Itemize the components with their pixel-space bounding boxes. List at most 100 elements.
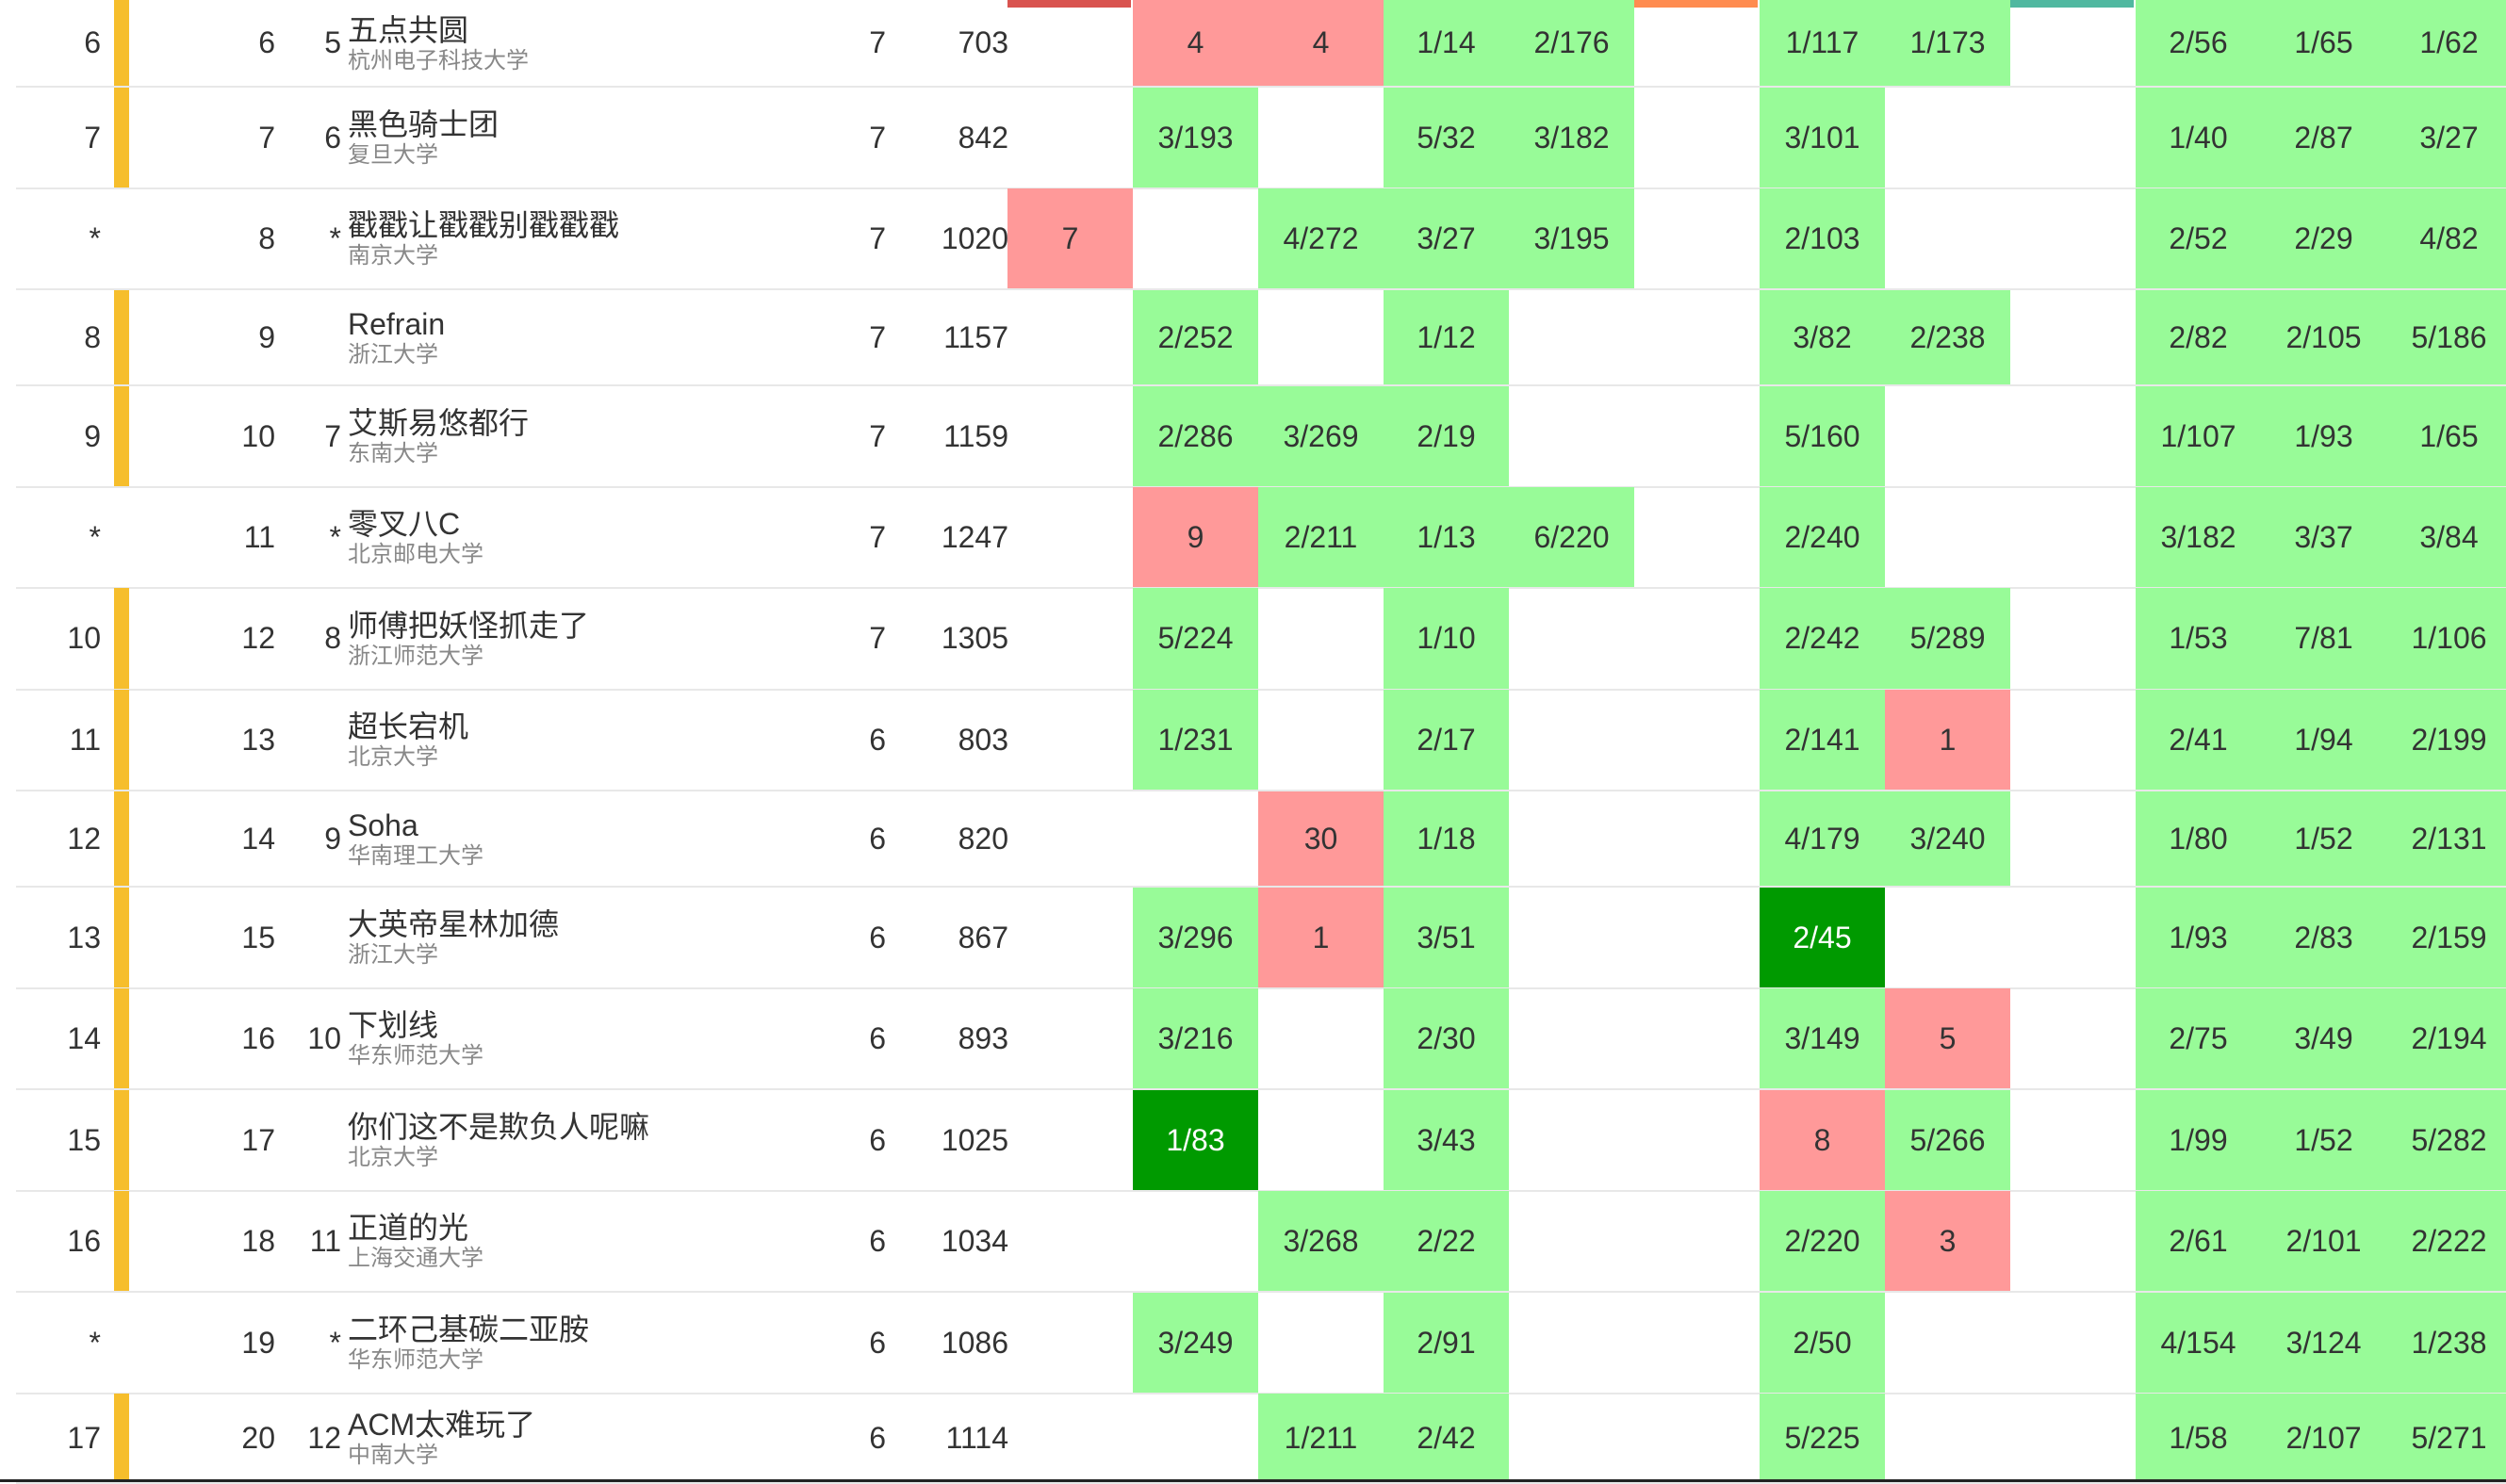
team-name[interactable]: 五点共圆 — [348, 12, 469, 47]
problem-cell[interactable]: 2/252 — [1133, 290, 1258, 384]
problem-cell[interactable] — [1634, 690, 1760, 790]
problem-cell[interactable]: 2/75 — [2136, 988, 2261, 1088]
problem-cell[interactable]: 2/103 — [1760, 188, 1885, 288]
problem-cell[interactable] — [1885, 386, 2010, 486]
problem-cell[interactable]: 2/199 — [2386, 690, 2506, 790]
problem-cell[interactable]: 3/296 — [1133, 888, 1258, 987]
problem-cell[interactable] — [1509, 1293, 1634, 1393]
problem-cell[interactable]: 1/52 — [2261, 1090, 2386, 1190]
problem-cell[interactable]: 2/56 — [2136, 0, 2261, 86]
problem-cell[interactable]: 2/194 — [2386, 988, 2506, 1088]
problem-cell[interactable]: 7/81 — [2261, 588, 2386, 689]
problem-cell[interactable] — [1258, 690, 1384, 790]
team-row[interactable]: * 8 * 戳戳让戳戳别戳戳戳 南京大学 7 1020 7 4/272 3/27 3/195 2/10… — [16, 188, 2506, 290]
problem-cell[interactable]: 2/52 — [2136, 188, 2261, 288]
problem-cell[interactable]: 2/211 — [1258, 487, 1384, 587]
problem-cell[interactable]: 1 — [1258, 888, 1384, 987]
problem-cell[interactable]: 2/242 — [1760, 588, 1885, 689]
problem-cell[interactable]: 1/238 — [2386, 1293, 2506, 1393]
team-name[interactable]: 下划线 — [348, 1008, 439, 1042]
problem-cell[interactable] — [2010, 1394, 2136, 1482]
problem-cell[interactable]: 3 — [1885, 1191, 2010, 1291]
team-row[interactable]: 13 15 大英帝星林加德 浙江大学 6 867 3/296 1 3/51 2/45 1/93 2/8… — [16, 888, 2506, 989]
problem-cell[interactable] — [1133, 1191, 1258, 1291]
problem-cell[interactable]: 2/22 — [1384, 1191, 1509, 1291]
problem-cell[interactable]: 1/80 — [2136, 791, 2261, 886]
problem-cell[interactable] — [2010, 290, 2136, 384]
problem-cell[interactable] — [1634, 1090, 1760, 1190]
problem-cell[interactable]: 3/51 — [1384, 888, 1509, 987]
problem-cell[interactable] — [2010, 487, 2136, 587]
problem-cell[interactable]: 7 — [1007, 188, 1133, 288]
problem-cell[interactable]: 5/160 — [1760, 386, 1885, 486]
problem-cell[interactable]: 1/12 — [1384, 290, 1509, 384]
problem-cell[interactable]: 2/238 — [1885, 290, 2010, 384]
problem-cell[interactable] — [1007, 1394, 1133, 1482]
problem-cell[interactable] — [1634, 0, 1760, 86]
team-row[interactable]: * 19 * 二环己基碳二亚胺 华东师范大学 6 1086 3/249 2/91 2/50 4/15… — [16, 1293, 2506, 1394]
problem-cell[interactable]: 5/289 — [1885, 588, 2010, 689]
team-row[interactable]: 14 16 10 下划线 华东师范大学 6 893 3/216 2/30 3/149 5 2/75 3/… — [16, 988, 2506, 1090]
problem-cell[interactable]: 2/141 — [1760, 690, 1885, 790]
team-row[interactable]: 10 12 8 师傅把妖怪抓走了 浙江师范大学 7 1305 5/224 1/10 2/242 5/… — [16, 588, 2506, 691]
problem-cell[interactable] — [1007, 888, 1133, 987]
problem-cell[interactable] — [1007, 0, 1133, 86]
problem-cell[interactable] — [1634, 791, 1760, 886]
problem-cell[interactable] — [1258, 588, 1384, 689]
problem-cell[interactable]: 5/32 — [1384, 88, 1509, 188]
problem-cell[interactable]: 1/52 — [2261, 791, 2386, 886]
problem-cell[interactable] — [2010, 88, 2136, 188]
problem-cell[interactable] — [1509, 588, 1634, 689]
problem-cell[interactable]: 2/176 — [1509, 0, 1634, 86]
problem-cell[interactable] — [1509, 290, 1634, 384]
problem-cell[interactable]: 6/220 — [1509, 487, 1634, 587]
problem-cell[interactable] — [1007, 386, 1133, 486]
problem-cell[interactable] — [1509, 1191, 1634, 1291]
problem-cell[interactable]: 3/195 — [1509, 188, 1634, 288]
problem-cell[interactable] — [1007, 290, 1133, 384]
problem-cell[interactable] — [1634, 188, 1760, 288]
problem-cell[interactable]: 2/82 — [2136, 290, 2261, 384]
problem-cell[interactable] — [1634, 1293, 1760, 1393]
problem-cell[interactable] — [1258, 290, 1384, 384]
problem-cell[interactable]: 3/269 — [1258, 386, 1384, 486]
problem-cell[interactable] — [1509, 690, 1634, 790]
problem-cell[interactable] — [1258, 1293, 1384, 1393]
problem-cell[interactable]: 3/43 — [1384, 1090, 1509, 1190]
problem-cell[interactable] — [2010, 1090, 2136, 1190]
problem-cell[interactable]: 2/131 — [2386, 791, 2506, 886]
problem-cell[interactable]: 3/27 — [1384, 188, 1509, 288]
problem-cell[interactable]: 1/18 — [1384, 791, 1509, 886]
problem-cell[interactable]: 1/99 — [2136, 1090, 2261, 1190]
problem-cell[interactable]: 2/45 — [1760, 888, 1885, 987]
problem-cell[interactable]: 5/266 — [1885, 1090, 2010, 1190]
problem-cell[interactable] — [1634, 88, 1760, 188]
problem-cell[interactable] — [1634, 487, 1760, 587]
problem-cell[interactable]: 2/30 — [1384, 988, 1509, 1088]
team-row[interactable]: 17 20 12 ACM太难玩了 中南大学 6 1114 1/211 2/42 5/225 1/58… — [16, 1394, 2506, 1484]
problem-cell[interactable] — [1509, 1394, 1634, 1482]
problem-cell[interactable]: 1/40 — [2136, 88, 2261, 188]
problem-cell[interactable] — [1885, 888, 2010, 987]
problem-cell[interactable] — [1258, 88, 1384, 188]
problem-cell[interactable]: 1/13 — [1384, 487, 1509, 587]
problem-cell[interactable] — [1634, 290, 1760, 384]
problem-cell[interactable] — [2010, 0, 2136, 86]
problem-cell[interactable] — [2010, 791, 2136, 886]
problem-cell[interactable]: 5/282 — [2386, 1090, 2506, 1190]
problem-cell[interactable]: 3/37 — [2261, 487, 2386, 587]
team-name[interactable]: 黑色骑士团 — [348, 107, 500, 141]
problem-cell[interactable]: 4 — [1133, 0, 1258, 86]
problem-cell[interactable] — [1509, 1090, 1634, 1190]
team-name[interactable]: 你们这不是欺负人呢嘛 — [348, 1110, 650, 1144]
team-row[interactable]: 7 7 6 黑色骑士团 复旦大学 7 842 3/193 5/32 3/182 3/101 1/40 2… — [16, 88, 2506, 189]
problem-cell[interactable]: 1/107 — [2136, 386, 2261, 486]
problem-cell[interactable]: 1/94 — [2261, 690, 2386, 790]
problem-cell[interactable] — [2010, 690, 2136, 790]
team-row[interactable]: 9 10 7 艾斯易悠都行 东南大学 7 1159 2/286 3/269 2/19 5/160 1/… — [16, 386, 2506, 488]
problem-cell[interactable] — [1007, 1191, 1133, 1291]
problem-cell[interactable]: 5/224 — [1133, 588, 1258, 689]
problem-cell[interactable]: 2/222 — [2386, 1191, 2506, 1291]
problem-cell[interactable]: 2/29 — [2261, 188, 2386, 288]
team-row[interactable]: 12 14 9 Soha 华南理工大学 6 820 30 1/18 4/179 3/240 1/80 1… — [16, 791, 2506, 888]
